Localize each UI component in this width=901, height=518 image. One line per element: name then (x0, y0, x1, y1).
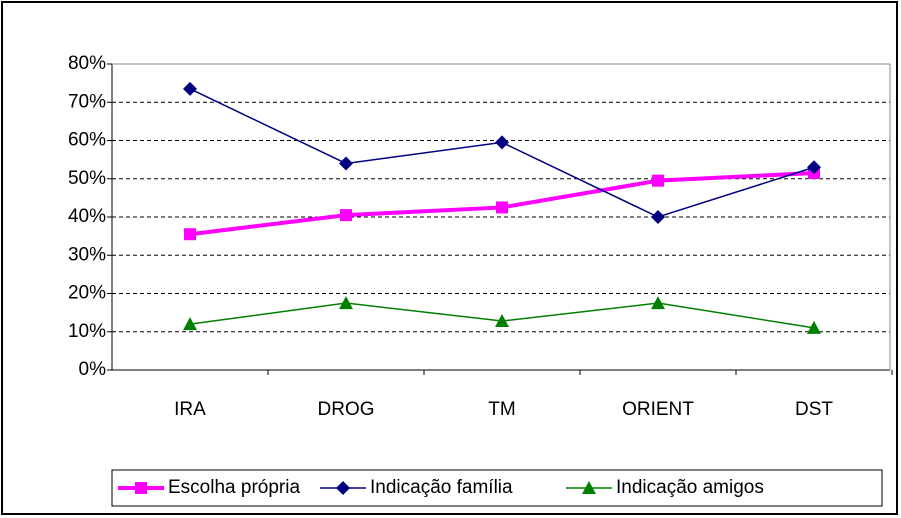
marker (183, 317, 197, 331)
x-tick-label: ORIENT (622, 399, 694, 420)
y-tick-label: 20% (68, 283, 106, 304)
marker (496, 201, 508, 214)
y-tick-label: 60% (68, 130, 106, 151)
y-tick-label: 10% (68, 321, 106, 342)
legend-label: Escolha própria (168, 477, 300, 498)
marker (183, 81, 197, 96)
marker (495, 314, 509, 328)
marker (184, 228, 196, 241)
marker (807, 160, 821, 175)
legend-label: Indicação amigos (616, 477, 764, 498)
marker (336, 481, 350, 495)
y-tick-label: 70% (68, 91, 106, 112)
y-tick-label: 50% (68, 168, 106, 189)
legend (111, 469, 883, 507)
y-tick-label: 40% (68, 206, 106, 227)
y-tick-label: 30% (68, 244, 106, 265)
marker (495, 135, 509, 150)
marker (339, 296, 353, 310)
x-tick-label: DST (795, 399, 833, 420)
x-tick-label: TM (488, 399, 515, 420)
legend-label: Indicação família (370, 477, 513, 498)
y-tick-label: 0% (79, 359, 107, 380)
y-tick-label: 80% (68, 53, 106, 74)
marker (652, 174, 664, 187)
marker (651, 210, 665, 224)
marker (807, 320, 821, 334)
marker (651, 296, 665, 310)
x-tick-label: IRA (174, 399, 206, 420)
marker (339, 156, 353, 171)
marker (582, 481, 596, 494)
marker (135, 482, 147, 494)
marker (340, 209, 352, 222)
x-tick-label: DROG (318, 399, 375, 420)
